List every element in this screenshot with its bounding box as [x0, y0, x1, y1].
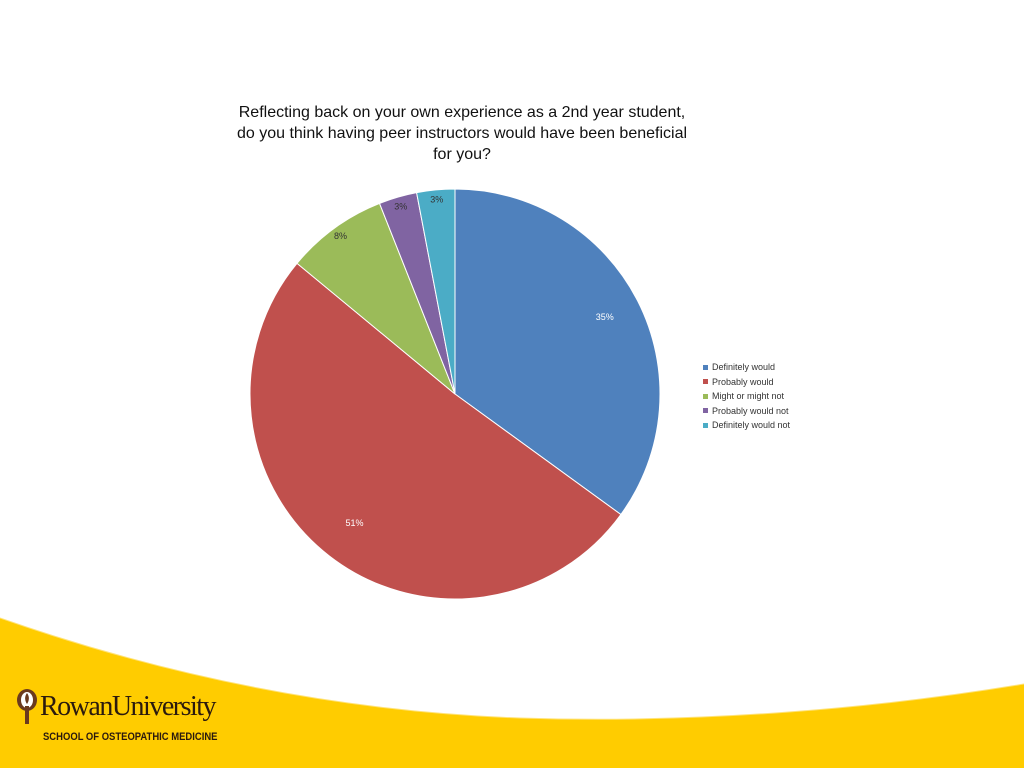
chart-title: Reflecting back on your own experience a… [236, 104, 688, 163]
legend-swatch [703, 393, 708, 399]
legend-label: Probably would not [712, 405, 789, 416]
legend-swatch [703, 408, 708, 414]
data-label-might-or-might-not: 8% [334, 231, 347, 241]
pie-slice-definitely-would [454, 188, 661, 516]
legend-label: Definitely would [712, 362, 776, 372]
legend-label: Probably would [712, 376, 774, 387]
torch-icon [17, 689, 37, 724]
legend-swatch [703, 379, 708, 385]
logo-wordmark: RowanUniversity [40, 691, 217, 722]
footer-wave-shape [0, 618, 1024, 768]
pie-slice-probably-would [249, 262, 622, 600]
legend: Definitely would Probably would Might or m… [703, 360, 790, 433]
pie-slice-might-or-might-not [296, 202, 456, 395]
legend-item-definitely-would-not: Definitely would not [703, 418, 790, 433]
legend-item-probably-would: Probably would [703, 375, 790, 390]
legend-label: Definitely would not [712, 420, 791, 430]
legend-item-definitely-would: Definitely would [703, 360, 790, 375]
pie-slice-definitely-would-not [416, 188, 456, 395]
legend-swatch [703, 422, 708, 428]
legend-swatch [703, 364, 708, 370]
data-label-probably-would: 51% [345, 518, 363, 528]
data-label-definitely-would-not: 3% [430, 194, 443, 204]
legend-item-might-or-might-not: Might or might not [703, 389, 790, 404]
data-label-definitely-would: 35% [596, 312, 614, 322]
rowan-logo: RowanUniversity [14, 688, 217, 726]
legend-label: Might or might not [712, 391, 785, 401]
footer-wave [0, 617, 1024, 768]
data-label-probably-would-not: 3% [394, 201, 407, 211]
legend-item-probably-would-not: Probably would not [703, 404, 790, 419]
logo-school-name: SCHOOL OF OSTEOPATHIC MEDICINE [43, 731, 218, 743]
footer-wave-highlight [0, 617, 1024, 720]
